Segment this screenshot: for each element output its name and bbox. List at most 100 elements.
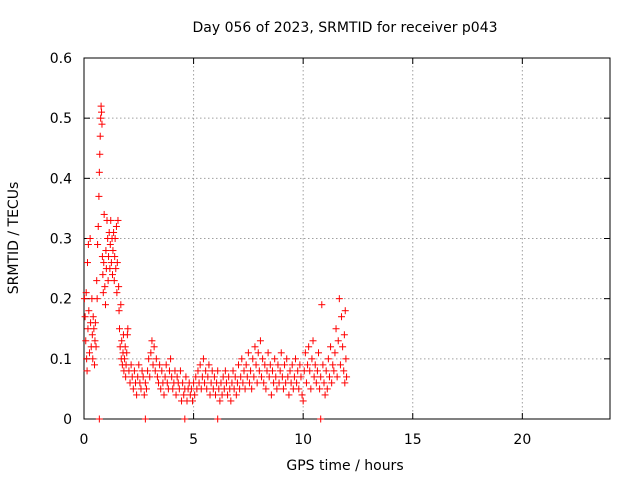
data-point: [144, 367, 152, 375]
data-point: [102, 247, 110, 255]
data-point: [333, 373, 341, 381]
data-point: [302, 379, 310, 387]
data-point: [81, 313, 89, 321]
data-point: [83, 355, 91, 363]
data-point: [252, 361, 260, 369]
data-point: [135, 361, 143, 369]
data-point: [161, 373, 169, 381]
data-point: [341, 379, 349, 387]
data-point: [319, 361, 327, 369]
data-point: [258, 373, 266, 381]
y-tick-label: 0.2: [50, 292, 72, 308]
data-point: [105, 253, 113, 261]
data-point: [167, 355, 175, 363]
data-point: [169, 385, 177, 393]
data-point: [331, 349, 339, 357]
data-point: [320, 379, 328, 387]
data-point: [322, 367, 330, 375]
data-point: [180, 391, 188, 399]
data-point: [341, 307, 349, 315]
data-point: [339, 343, 347, 351]
data-point: [115, 307, 123, 315]
data-point: [99, 271, 107, 279]
data-point: [148, 337, 156, 345]
data-point: [312, 379, 320, 387]
data-point: [89, 313, 97, 321]
y-tick-label: 0.4: [50, 171, 72, 187]
data-point: [295, 385, 303, 393]
data-point: [243, 373, 251, 381]
data-point: [127, 361, 135, 369]
data-point: [205, 361, 213, 369]
data-point: [332, 325, 340, 333]
data-point: [304, 361, 312, 369]
data-point: [201, 379, 209, 387]
data-point: [191, 391, 199, 399]
data-point: [129, 385, 137, 393]
data-point: [301, 349, 309, 357]
data-point: [329, 361, 337, 369]
data-point: [321, 391, 329, 399]
y-tick-label: 0: [63, 412, 72, 428]
data-point: [311, 361, 319, 369]
data-point: [80, 295, 88, 303]
data-point: [216, 397, 224, 405]
x-tick-label: 0: [80, 432, 89, 448]
data-point: [115, 283, 123, 291]
data-point: [142, 385, 150, 393]
grid: [84, 58, 610, 419]
data-point: [214, 415, 222, 423]
data-point: [265, 373, 273, 381]
data-point: [288, 361, 296, 369]
data-point: [150, 343, 158, 351]
data-point: [109, 247, 117, 255]
data-point: [123, 349, 131, 357]
data-point: [146, 373, 154, 381]
data-point: [91, 361, 99, 369]
data-point: [163, 379, 171, 387]
data-point: [104, 277, 112, 285]
data-point: [123, 331, 131, 339]
data-point: [114, 216, 122, 224]
data-point: [316, 385, 324, 393]
data-point: [118, 337, 126, 345]
data-point: [141, 379, 149, 387]
data-point: [283, 355, 291, 363]
x-tick-label: 20: [513, 432, 531, 448]
data-point: [203, 385, 211, 393]
data-point: [340, 331, 348, 339]
data-point: [298, 391, 306, 399]
data-point: [100, 210, 108, 218]
data-point: [240, 367, 248, 375]
data-point: [91, 337, 99, 345]
data-point: [241, 385, 249, 393]
data-point: [95, 415, 103, 423]
data-point: [84, 259, 92, 267]
data-point: [181, 415, 189, 423]
data-point: [294, 367, 302, 375]
data-point: [139, 373, 147, 381]
data-point: [260, 379, 268, 387]
data-point: [225, 373, 233, 381]
data-point: [153, 373, 161, 381]
data-point: [101, 283, 109, 291]
data-point: [273, 385, 281, 393]
data-point: [202, 367, 210, 375]
data-point: [229, 367, 237, 375]
data-point: [245, 379, 253, 387]
data-point: [324, 355, 332, 363]
data-point: [253, 379, 261, 387]
data-point: [315, 349, 323, 357]
data-point: [264, 349, 272, 357]
data-point: [83, 367, 91, 375]
data-point: [194, 367, 202, 375]
data-point: [111, 235, 119, 242]
data-point: [267, 391, 275, 399]
data-point: [251, 343, 259, 351]
data-point: [140, 391, 148, 399]
data-point: [98, 253, 106, 261]
y-tick-label: 0.1: [50, 352, 72, 368]
data-point: [100, 259, 108, 267]
data-point: [86, 235, 94, 242]
data-point: [188, 397, 196, 405]
